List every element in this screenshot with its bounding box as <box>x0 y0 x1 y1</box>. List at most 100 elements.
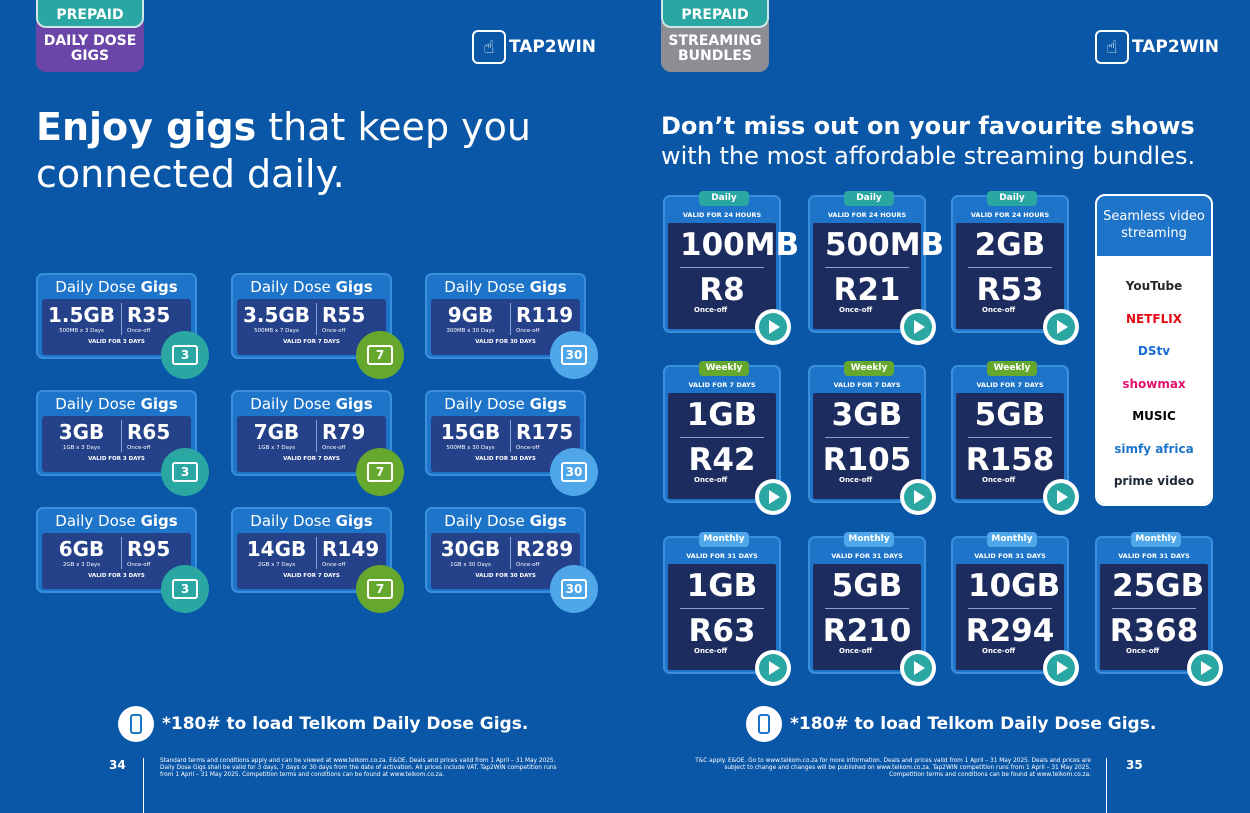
card-validity: VALID FOR 31 DAYS <box>686 552 758 560</box>
period-badge: Monthly <box>844 532 894 547</box>
card-type: Once-off <box>322 445 346 451</box>
phone-icon <box>118 706 154 742</box>
service-logo: MUSIC <box>1132 409 1176 423</box>
card-price: R149 <box>322 537 380 561</box>
card-data-amount: 500MB <box>825 223 944 268</box>
section-tag-streaming: PREPAID STREAMING BUNDLES <box>661 0 769 72</box>
card-validity: VALID FOR 7 DAYS <box>688 381 756 389</box>
card-validity: VALID FOR 30 DAYS <box>475 456 536 462</box>
daily-dose-card: Daily Dose Gigs 30GB 1GB x 30 Days R289 Once… <box>425 507 598 613</box>
card-data-detail: 500MB x 3 Days <box>59 328 104 334</box>
period-badge: Daily <box>987 191 1037 206</box>
card-title: Daily Dose Gigs <box>250 512 373 530</box>
card-data-amount: 25GB <box>1112 564 1204 609</box>
card-validity: VALID FOR 31 DAYS <box>1118 552 1190 560</box>
play-icon[interactable] <box>1043 479 1079 515</box>
play-icon[interactable] <box>755 479 791 515</box>
card-type: Once-off <box>322 562 346 568</box>
card-price: R158 <box>965 442 1055 478</box>
card-price: R210 <box>822 613 912 649</box>
tag-prepaid: PREPAID <box>56 7 124 23</box>
ussd-load-banner: *180# to load Telkom Daily Dose Gigs. <box>746 706 1156 742</box>
card-type: Once-off <box>516 562 540 568</box>
card-type: Once-off <box>127 328 151 334</box>
card-type: Once-off <box>516 328 540 334</box>
card-data-amount: 1GB <box>680 564 764 609</box>
service-logo: YouTube <box>1125 279 1183 293</box>
service-logo: simfy africa <box>1114 441 1194 456</box>
daily-dose-card: Daily Dose Gigs 3GB 1GB x 3 Days R65 Once-of… <box>36 390 209 496</box>
card-validity: VALID FOR 7 DAYS <box>976 381 1044 389</box>
card-data-amount: 7GB <box>253 420 300 444</box>
tap-hand-icon: ☝ <box>1095 30 1129 64</box>
play-icon[interactable] <box>1043 650 1079 686</box>
page-number: 35 <box>1126 758 1143 772</box>
card-data-amount: 1.5GB <box>47 303 116 327</box>
card-price: R53 <box>976 272 1044 308</box>
daily-dose-card: Daily Dose Gigs 9GB 300MB x 30 Days R119 Onc… <box>425 273 598 379</box>
card-data-detail: 500MB x 30 Days <box>446 445 495 451</box>
card-type: Once-off <box>839 647 873 655</box>
card-validity: VALID FOR 30 DAYS <box>475 573 536 579</box>
card-price: R21 <box>833 272 901 308</box>
card-type: Once-off <box>982 306 1016 314</box>
calendar-icon: 3 <box>161 565 209 613</box>
card-title: Daily Dose Gigs <box>444 395 567 413</box>
card-title: Daily Dose Gigs <box>250 395 373 413</box>
card-type: Once-off <box>322 328 346 334</box>
period-badge: Monthly <box>987 532 1037 547</box>
tag-prepaid: PREPAID <box>681 7 749 23</box>
card-price: R65 <box>127 420 171 444</box>
card-validity: VALID FOR 24 HOURS <box>970 211 1050 219</box>
daily-dose-card: Daily Dose Gigs 3.5GB 500MB x 7 Days R55 Onc… <box>231 273 404 379</box>
card-data-amount: 100MB <box>680 223 799 268</box>
streaming-bundle-card: Monthly VALID FOR 31 DAYS 10GB R294 Once-off <box>951 532 1079 686</box>
tag-daily-dose-gigs: DAILY DOSE GIGS <box>36 22 144 72</box>
calendar-icon: 7 <box>356 448 404 496</box>
streaming-bundle-card: Monthly VALID FOR 31 DAYS 5GB R210 Once-off <box>808 532 936 686</box>
card-data-amount: 9GB <box>447 303 494 327</box>
play-icon[interactable] <box>900 479 936 515</box>
card-validity: VALID FOR 31 DAYS <box>831 552 903 560</box>
card-price: R8 <box>699 272 745 308</box>
play-icon[interactable] <box>755 309 791 345</box>
terms-text: Standard terms and conditions apply and … <box>160 758 557 778</box>
right-page: PREPAID STREAMING BUNDLES ☝ TAP2WIN Don’… <box>625 0 1250 813</box>
daily-dose-card: Daily Dose Gigs 7GB 1GB x 7 Days R79 Once-of… <box>231 390 404 496</box>
card-data-amount: 30GB <box>440 537 501 561</box>
card-data-amount: 6GB <box>58 537 105 561</box>
calendar-icon: 3 <box>161 448 209 496</box>
card-validity: VALID FOR 31 DAYS <box>974 552 1046 560</box>
card-validity: VALID FOR 24 HOURS <box>682 211 762 219</box>
card-validity: VALID FOR 7 DAYS <box>283 456 340 462</box>
card-validity: VALID FOR 24 HOURS <box>827 211 907 219</box>
calendar-icon: 30 <box>550 448 598 496</box>
play-icon[interactable] <box>900 309 936 345</box>
left-page: PREPAID DAILY DOSE GIGS ☝ TAP2WIN Enjoy … <box>36 0 598 813</box>
card-price: R175 <box>516 420 574 444</box>
calendar-icon: 30 <box>550 331 598 379</box>
card-type: Once-off <box>694 476 728 484</box>
card-price: R79 <box>322 420 366 444</box>
play-icon[interactable] <box>1187 650 1223 686</box>
period-badge: Weekly <box>844 361 894 376</box>
card-type: Once-off <box>694 647 728 655</box>
card-price: R368 <box>1109 613 1199 649</box>
card-validity: VALID FOR 7 DAYS <box>283 573 340 579</box>
card-title: Daily Dose Gigs <box>55 278 178 296</box>
card-data-amount: 15GB <box>440 420 501 444</box>
period-badge: Weekly <box>699 361 749 376</box>
play-icon[interactable] <box>755 650 791 686</box>
card-title: Daily Dose Gigs <box>55 512 178 530</box>
card-type: Once-off <box>516 445 540 451</box>
play-icon[interactable] <box>1043 309 1079 345</box>
phone-icon <box>746 706 782 742</box>
calendar-icon: 7 <box>356 565 404 613</box>
card-type: Once-off <box>127 562 151 568</box>
service-logo: NETFLIX <box>1126 311 1182 326</box>
card-price: R119 <box>516 303 574 327</box>
tap-hand-icon: ☝ <box>472 30 506 64</box>
card-validity: VALID FOR 3 DAYS <box>88 456 145 462</box>
play-icon[interactable] <box>900 650 936 686</box>
card-price: R63 <box>688 613 756 649</box>
